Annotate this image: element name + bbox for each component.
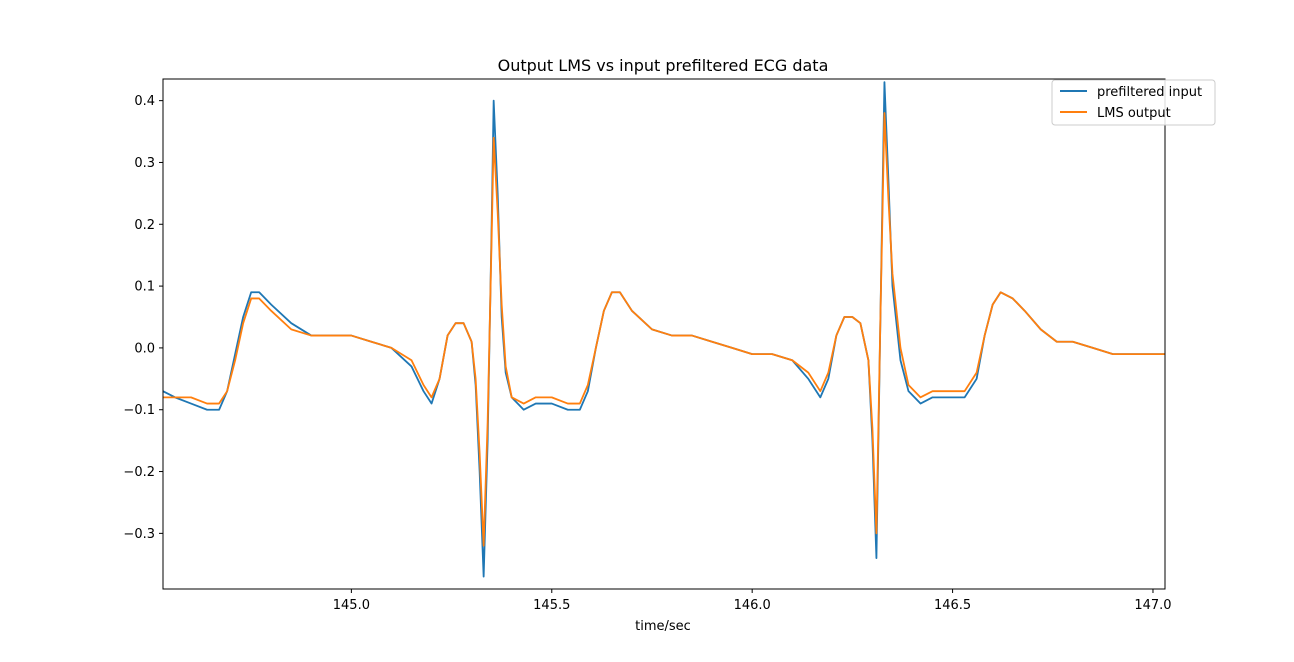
y-tick-label: 0.4: [134, 94, 155, 109]
plot-frame: [162, 78, 1166, 590]
series-line-lms-output: [163, 112, 1165, 547]
legend-entry-prefiltered-input: prefiltered input: [1097, 85, 1202, 100]
x-axis: 145.0 145.5 146.0 146.5 147.0: [333, 589, 1172, 613]
x-tick-label: 145.0: [333, 598, 370, 613]
chart-title: Output LMS vs input prefiltered ECG data: [498, 56, 829, 75]
y-tick-label: −0.1: [123, 403, 155, 418]
legend: prefiltered input LMS output: [1051, 79, 1216, 126]
x-tick-label: 145.5: [533, 598, 570, 613]
x-tick-label: 147.0: [1134, 598, 1171, 613]
series-layer: [163, 81, 1165, 578]
x-axis-label: time/sec: [635, 619, 691, 634]
legend-box: [1051, 79, 1216, 126]
y-tick-label: 0.0: [134, 341, 155, 356]
y-tick-label: −0.3: [123, 527, 155, 542]
x-tick-label: 146.0: [734, 598, 771, 613]
legend-entry-lms-output: LMS output: [1097, 106, 1171, 121]
plot-area: [162, 78, 1166, 590]
y-tick-label: 0.2: [134, 218, 155, 233]
y-axis: −0.3 −0.2 −0.1 0.0 0.1 0.2 0.3 0.4: [123, 94, 163, 542]
y-tick-label: 0.1: [134, 280, 155, 295]
x-tick-label: 146.5: [934, 598, 971, 613]
y-tick-label: −0.2: [123, 465, 155, 480]
y-tick-label: 0.3: [134, 156, 155, 171]
